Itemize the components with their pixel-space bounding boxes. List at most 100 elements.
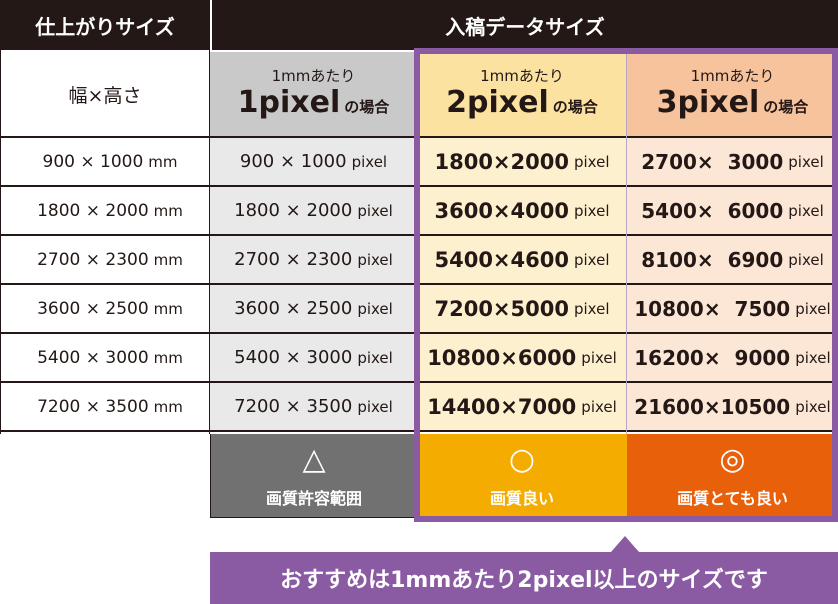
- recommendation-banner: おすすめは1mmあたり2pixel以上のサイズです: [210, 552, 838, 604]
- size-value: 2700 × 2300: [37, 249, 149, 270]
- unit-label: pixel: [573, 250, 610, 269]
- banner-pointer: [611, 536, 639, 552]
- recommendation-text: おすすめは1mmあたり2pixel以上のサイズです: [280, 568, 768, 593]
- size-value: 1800 × 2000: [234, 200, 353, 221]
- finished-size-title: 仕上がりサイズ: [35, 14, 175, 39]
- size-value: 21600×10500: [634, 394, 791, 419]
- column-3pixel-header: 1mmあたり 3pixel の場合: [627, 52, 838, 136]
- pixel3-cell: 2700× 3000 pixel: [627, 138, 838, 185]
- unit-label: pixel: [581, 348, 617, 367]
- unit-label: pixel: [581, 397, 617, 416]
- size-value: 3600×4000: [434, 198, 569, 223]
- finished-size-cell: 1800 × 2000 mm: [0, 187, 210, 234]
- finished-size-cell: 5400 × 3000 mm: [0, 334, 210, 381]
- unit-label: mm: [153, 299, 183, 318]
- data-size-header: 入稿データサイズ: [212, 0, 838, 50]
- pixel-rate: 1pixel: [237, 85, 341, 120]
- dimension-column-header: 幅×高さ: [0, 52, 210, 136]
- size-value: 2700× 3000: [641, 149, 784, 174]
- per-mm-label: 1mmあたり: [271, 67, 356, 85]
- size-value: 2700 × 2300: [234, 249, 353, 270]
- size-value: 7200 × 3500: [234, 396, 353, 417]
- pixel3-cell: 5400× 6000 pixel: [627, 187, 838, 234]
- unit-label: pixel: [795, 397, 831, 416]
- quality-acceptable: △ 画質許容範囲: [210, 434, 417, 518]
- unit-label: pixel: [788, 152, 824, 171]
- recommended-range-frame: [414, 48, 838, 522]
- case-suffix: の場合: [344, 98, 390, 116]
- pixel1-cell: 1800 × 2000 pixel: [210, 187, 417, 234]
- pixel1-cell: 7200 × 3500 pixel: [210, 383, 417, 430]
- size-value: 16200× 9000: [634, 345, 791, 370]
- unit-label: pixel: [788, 201, 824, 220]
- circle-icon: ○: [508, 442, 536, 477]
- pixel-rate: 2pixel: [446, 85, 549, 120]
- quality-very-good: ◎ 画質とても良い: [627, 434, 838, 518]
- table-left-border: [0, 50, 1, 434]
- size-value: 900 × 1000: [239, 151, 347, 172]
- pixel1-cell: 5400 × 3000 pixel: [210, 334, 417, 381]
- unit-label: pixel: [351, 152, 388, 171]
- size-value: 14400×7000: [427, 394, 577, 419]
- per-mm-label: 1mmあたり: [690, 67, 775, 85]
- unit-label: pixel: [573, 152, 610, 171]
- header-divider: [210, 0, 212, 50]
- case-suffix: の場合: [552, 98, 598, 116]
- finished-size-cell: 2700 × 2300 mm: [0, 236, 210, 283]
- per-mm-label: 1mmあたり: [480, 67, 564, 85]
- unit-label: pixel: [788, 250, 824, 269]
- pixel1-cell: 900 × 1000 pixel: [210, 138, 417, 185]
- pixel2-cell: 3600×4000 pixel: [417, 187, 627, 234]
- size-value: 1800 × 2000: [37, 200, 149, 221]
- pixel-rate: 3pixel: [656, 85, 760, 120]
- size-value: 900 × 1000: [42, 151, 144, 172]
- pixel2-cell: 7200×5000 pixel: [417, 285, 627, 332]
- unit-label: mm: [153, 397, 183, 416]
- double-circle-icon: ◎: [719, 442, 746, 477]
- pixel3-cell: 16200× 9000 pixel: [627, 334, 838, 381]
- unit-label: pixel: [357, 348, 393, 367]
- size-value: 5400 × 3000: [37, 347, 149, 368]
- size-value: 3600 × 2500: [37, 298, 149, 319]
- pixel3-cell: 10800× 7500 pixel: [627, 285, 838, 332]
- size-value: 5400× 6000: [641, 198, 784, 223]
- unit-label: mm: [153, 250, 183, 269]
- pixel2-cell: 14400×7000 pixel: [417, 383, 627, 430]
- unit-label: pixel: [357, 250, 393, 269]
- size-value: 5400 × 3000: [234, 347, 353, 368]
- unit-label: pixel: [573, 201, 610, 220]
- size-value: 3600 × 2500: [234, 298, 353, 319]
- triangle-icon: △: [302, 441, 326, 477]
- pixel2-cell: 1800×2000 pixel: [417, 138, 627, 185]
- column-2pixel-header: 1mmあたり 2pixel の場合: [417, 52, 627, 136]
- size-value: 10800×6000: [427, 345, 577, 370]
- unit-label: mm: [153, 348, 183, 367]
- pixel2-cell: 10800×6000 pixel: [417, 334, 627, 381]
- quality-label: 画質とても良い: [677, 489, 788, 508]
- pixel1-cell: 2700 × 2300 pixel: [210, 236, 417, 283]
- column-1pixel-header: 1mmあたり 1pixel の場合: [210, 52, 417, 136]
- size-value: 1800×2000: [434, 149, 569, 174]
- unit-label: mm: [148, 152, 178, 171]
- pixel3-cell: 8100× 6900 pixel: [627, 236, 838, 283]
- quality-good: ○ 画質良い: [417, 434, 627, 518]
- column-separator: [209, 50, 210, 434]
- data-size-title: 入稿データサイズ: [445, 14, 605, 39]
- unit-label: pixel: [795, 348, 831, 367]
- finished-size-cell: 3600 × 2500 mm: [0, 285, 210, 332]
- column-separator: [626, 52, 627, 434]
- pixel3-cell: 21600×10500 pixel: [627, 383, 838, 430]
- unit-label: mm: [153, 201, 183, 220]
- pixel1-cell: 3600 × 2500 pixel: [210, 285, 417, 332]
- unit-label: pixel: [357, 299, 393, 318]
- size-value: 8100× 6900: [641, 247, 784, 272]
- size-value: 5400×4600: [434, 247, 569, 272]
- quality-label: 画質良い: [489, 489, 554, 508]
- dimension-label: 幅×高さ: [68, 84, 142, 107]
- pixel2-cell: 5400×4600 pixel: [417, 236, 627, 283]
- unit-label: pixel: [795, 299, 831, 318]
- size-value: 7200 × 3500: [37, 396, 149, 417]
- finished-size-cell: 900 × 1000 mm: [0, 138, 210, 185]
- quality-label: 画質許容範囲: [265, 488, 362, 508]
- finished-size-cell: 7200 × 3500 mm: [0, 383, 210, 430]
